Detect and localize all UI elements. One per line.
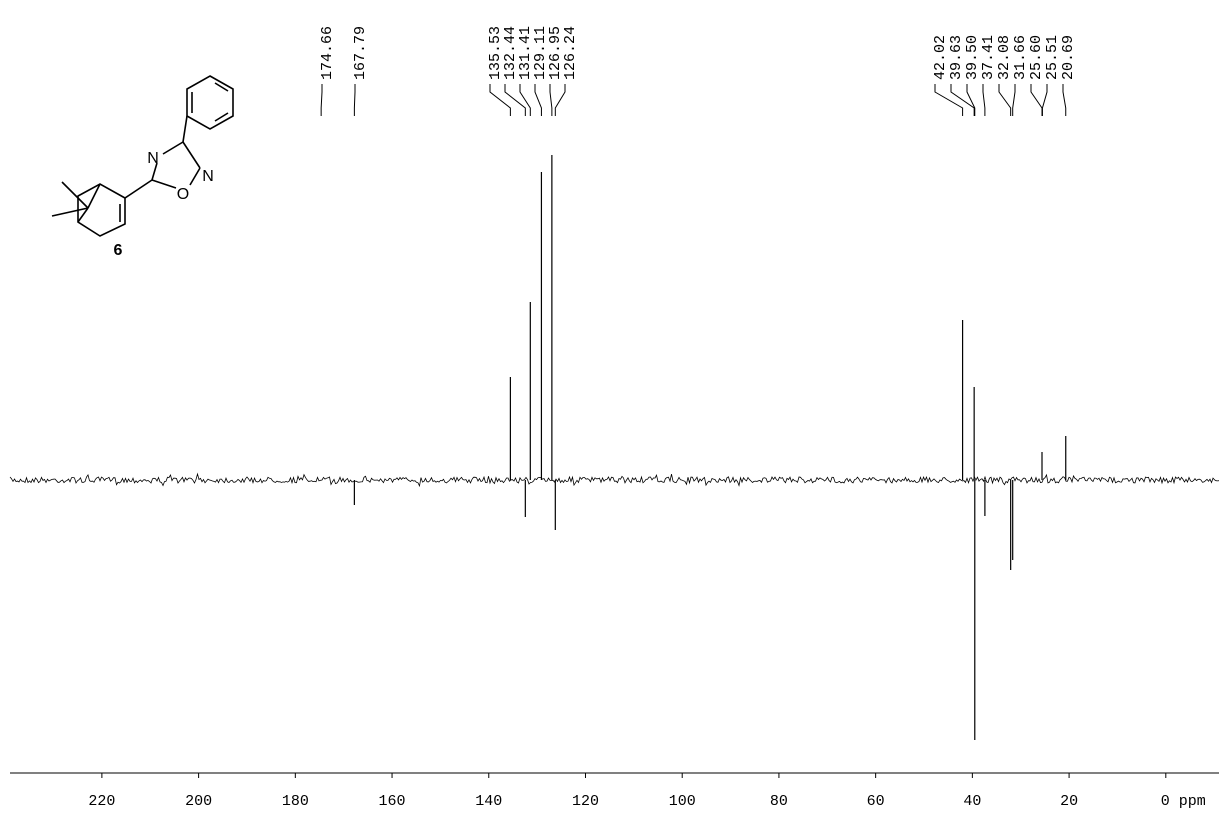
peak-connector [998,84,1012,116]
bond [162,141,184,155]
atom-label: N [147,150,159,167]
bond [61,181,89,209]
peak-connector [519,84,531,116]
peak-label: 39.63 [948,35,965,80]
peak-label: 32.08 [996,35,1013,80]
pinene-ring [77,183,126,237]
peak-connector [489,84,511,116]
peak-label: 25.51 [1044,35,1061,80]
bond [77,207,89,223]
peak-label: 39.50 [964,35,981,80]
peak-label: 126.95 [547,26,564,80]
bond [182,115,188,143]
peak-label: 167.79 [352,26,369,80]
peak-label: 42.02 [932,35,949,80]
peak-connector [1030,84,1043,116]
x-tick-label: 40 [963,793,981,810]
x-tick-label: 0 ppm [1161,793,1206,810]
peak-connector [934,84,964,116]
peak-label: 132.44 [502,26,519,80]
bond [189,167,201,186]
peak-connector [966,84,976,116]
peak-label: 31.66 [1012,35,1029,80]
atom-label: N [202,168,214,185]
compound-label: 6 [114,242,123,259]
peak-connector [1012,84,1016,116]
peak-connector [504,84,526,116]
peak-connector [320,84,323,116]
x-tick-label: 100 [669,793,696,810]
peak-connector [950,84,975,116]
peak-connector [353,84,356,116]
structure [51,75,234,237]
x-tick-label: 200 [185,793,212,810]
peak-label: 131.41 [517,26,534,80]
x-tick-label: 80 [770,793,788,810]
peak-label: 25.60 [1028,35,1045,80]
baseline [9,472,1219,488]
bond [214,112,229,122]
bond [151,179,177,189]
peak-label: 37.41 [980,35,997,80]
peak-connector [549,84,553,116]
peak-connector [1062,84,1067,116]
x-tick-label: 160 [379,793,406,810]
peak-label: 129.11 [532,26,549,80]
bond [124,179,153,199]
peak-connector [554,84,566,116]
bond [151,162,158,181]
bond [214,82,229,92]
bond [51,207,89,217]
peak-label: 126.24 [562,26,579,80]
bond [182,141,201,169]
x-tick-label: 180 [282,793,309,810]
peak-connector [1041,84,1048,116]
bond [87,183,101,209]
x-tick-label: 20 [1060,793,1078,810]
x-tick-label: 220 [88,793,115,810]
peak-label: 135.53 [487,26,504,80]
peak-connector [982,84,986,116]
peak-connector [534,84,542,116]
phenyl-ring [186,75,234,130]
x-tick-label: 140 [475,793,502,810]
peak-label: 20.69 [1060,35,1077,80]
peak-label: 174.66 [319,26,336,80]
atom-label: O [177,186,189,203]
x-tick-label: 60 [867,793,885,810]
x-tick-label: 120 [572,793,599,810]
